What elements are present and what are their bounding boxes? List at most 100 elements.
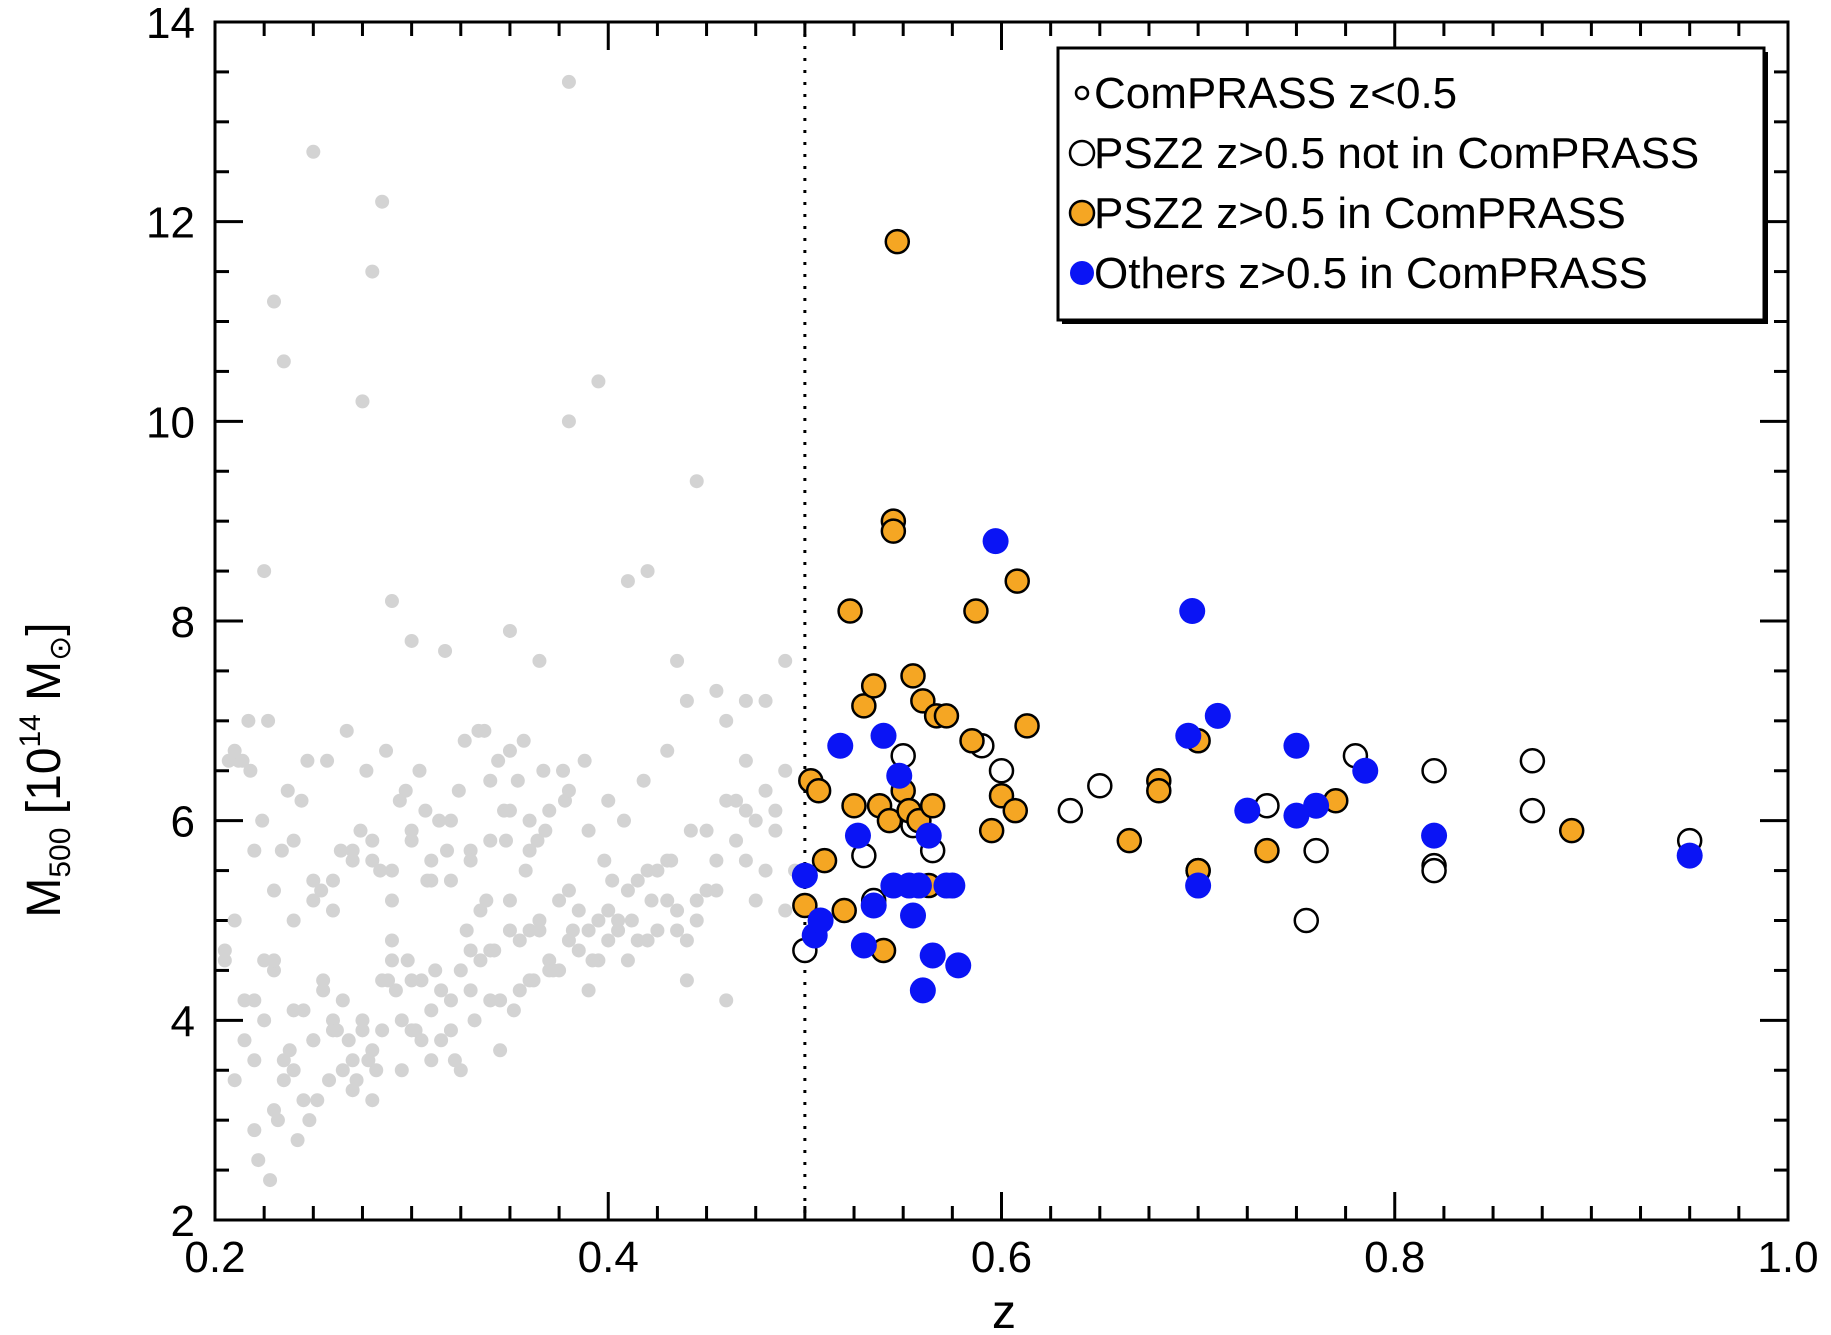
point-compass-z-lt-0.5 <box>424 1053 439 1068</box>
point-compass-z-lt-0.5 <box>339 723 354 738</box>
point-compass-z-lt-0.5 <box>611 923 626 938</box>
legend-label-4: Others z>0.5 in ComPRASS <box>1094 249 1648 298</box>
point-compass-z-lt-0.5 <box>257 953 272 968</box>
point-psz2-not-in-compass <box>1303 837 1329 864</box>
legend-marker-others-blue <box>1070 261 1094 285</box>
point-compass-z-lt-0.5 <box>601 793 616 808</box>
point-compass-z-lt-0.5 <box>630 873 645 888</box>
point-psz2-in-compass <box>1014 713 1040 739</box>
point-compass-z-lt-0.5 <box>384 594 399 609</box>
point-others-in-compass <box>1303 792 1330 819</box>
point-compass-z-lt-0.5 <box>502 803 517 818</box>
point-compass-z-lt-0.5 <box>719 713 734 728</box>
point-compass-z-lt-0.5 <box>748 813 763 828</box>
point-compass-z-lt-0.5 <box>365 264 380 279</box>
point-compass-z-lt-0.5 <box>434 983 449 998</box>
point-compass-z-lt-0.5 <box>333 843 348 858</box>
point-compass-z-lt-0.5 <box>483 993 498 1008</box>
point-compass-z-lt-0.5 <box>463 943 478 958</box>
point-compass-z-lt-0.5 <box>561 414 576 429</box>
point-compass-z-lt-0.5 <box>280 783 295 798</box>
point-compass-z-lt-0.5 <box>241 713 256 728</box>
x-tick-label: 0.4 <box>578 1233 639 1282</box>
point-compass-z-lt-0.5 <box>274 843 289 858</box>
point-compass-z-lt-0.5 <box>375 1023 390 1038</box>
point-compass-z-lt-0.5 <box>597 853 612 868</box>
point-compass-z-lt-0.5 <box>235 753 250 768</box>
point-compass-z-lt-0.5 <box>522 843 537 858</box>
point-compass-z-lt-0.5 <box>459 923 474 938</box>
point-compass-z-lt-0.5 <box>699 823 714 838</box>
point-compass-z-lt-0.5 <box>536 763 551 778</box>
point-others-in-compass <box>844 822 871 849</box>
point-compass-z-lt-0.5 <box>451 783 466 798</box>
point-compass-z-lt-0.5 <box>532 913 547 928</box>
point-others-in-compass <box>1204 702 1231 729</box>
point-psz2-in-compass <box>876 807 903 834</box>
point-compass-z-lt-0.5 <box>491 753 506 768</box>
point-compass-z-lt-0.5 <box>394 1063 409 1078</box>
point-compass-z-lt-0.5 <box>463 983 478 998</box>
point-compass-z-lt-0.5 <box>440 843 455 858</box>
point-compass-z-lt-0.5 <box>758 783 773 798</box>
point-others-in-compass <box>860 892 887 919</box>
point-compass-z-lt-0.5 <box>276 354 291 369</box>
point-compass-z-lt-0.5 <box>556 763 571 778</box>
point-psz2-in-compass <box>792 892 818 919</box>
point-others-in-compass <box>1421 822 1448 849</box>
point-others-in-compass <box>1283 802 1310 829</box>
point-others-in-compass <box>1283 732 1310 759</box>
point-compass-z-lt-0.5 <box>585 953 600 968</box>
point-compass-z-lt-0.5 <box>296 1003 311 1018</box>
point-compass-z-lt-0.5 <box>424 853 439 868</box>
x-tick-label: 0.6 <box>971 1233 1032 1282</box>
point-psz2-in-compass <box>959 728 985 754</box>
point-psz2-not-in-compass <box>1293 907 1320 934</box>
point-compass-z-lt-0.5 <box>502 743 517 758</box>
point-psz2-in-compass <box>805 777 832 804</box>
point-others-in-compass <box>1234 797 1261 824</box>
point-compass-z-lt-0.5 <box>778 653 793 668</box>
point-compass-z-lt-0.5 <box>310 1093 325 1108</box>
point-compass-z-lt-0.5 <box>341 1033 356 1048</box>
point-psz2-in-compass <box>851 693 877 719</box>
point-compass-z-lt-0.5 <box>471 723 486 738</box>
point-compass-z-lt-0.5 <box>738 803 753 818</box>
point-compass-z-lt-0.5 <box>729 793 744 808</box>
point-psz2-in-compass <box>837 598 863 624</box>
point-compass-z-lt-0.5 <box>591 374 606 389</box>
point-compass-z-lt-0.5 <box>758 693 773 708</box>
point-compass-z-lt-0.5 <box>335 1063 350 1078</box>
y-tick-label: 14 <box>146 0 195 48</box>
point-compass-z-lt-0.5 <box>493 993 508 1008</box>
point-others-in-compass <box>982 528 1009 555</box>
y-tick-label: 10 <box>146 398 195 447</box>
point-compass-z-lt-0.5 <box>247 1123 262 1138</box>
point-compass-z-lt-0.5 <box>565 923 580 938</box>
point-psz2-in-compass <box>811 847 838 874</box>
y-title-subscript: 500 <box>44 828 77 878</box>
point-compass-z-lt-0.5 <box>355 1013 370 1028</box>
point-compass-z-lt-0.5 <box>316 973 331 988</box>
point-compass-z-lt-0.5 <box>512 933 527 948</box>
point-compass-z-lt-0.5 <box>689 893 704 908</box>
point-compass-z-lt-0.5 <box>388 983 403 998</box>
point-psz2-not-in-compass <box>1421 758 1447 784</box>
y-title-open: [10 <box>18 748 71 828</box>
point-compass-z-lt-0.5 <box>620 574 635 589</box>
point-compass-z-lt-0.5 <box>286 833 301 848</box>
point-compass-z-lt-0.5 <box>778 903 793 918</box>
point-compass-z-lt-0.5 <box>221 753 236 768</box>
point-psz2-in-compass <box>919 792 946 819</box>
point-compass-z-lt-0.5 <box>620 953 635 968</box>
plot-frame <box>213 20 1790 1222</box>
point-compass-z-lt-0.5 <box>355 1023 370 1038</box>
point-others-in-compass <box>1185 872 1212 899</box>
point-compass-z-lt-0.5 <box>768 823 783 838</box>
point-compass-z-lt-0.5 <box>266 883 281 898</box>
point-compass-z-lt-0.5 <box>483 773 498 788</box>
point-others-in-compass <box>807 907 834 934</box>
point-others-in-compass <box>1175 722 1202 749</box>
point-compass-z-lt-0.5 <box>624 913 639 928</box>
point-compass-z-lt-0.5 <box>510 773 525 788</box>
